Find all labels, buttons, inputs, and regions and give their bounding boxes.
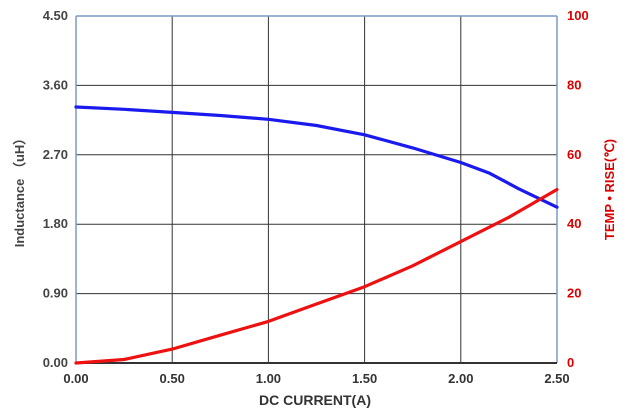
y-left-axis-title: Inductance （uH） — [12, 132, 27, 248]
x-tick-label: 1.50 — [352, 371, 377, 386]
x-tick-label: 2.00 — [448, 371, 473, 386]
y-right-tick-label: 80 — [567, 77, 581, 92]
x-tick-label: 1.00 — [256, 371, 281, 386]
series-lines — [76, 107, 557, 363]
y-left-tick-label: 2.70 — [43, 147, 68, 162]
inductance-line — [76, 107, 557, 207]
y-right-tick-label: 40 — [567, 216, 581, 231]
x-tick-label: 0.00 — [63, 371, 88, 386]
y-left-tick-label: 4.50 — [43, 8, 68, 23]
x-tick-label: 2.50 — [544, 371, 569, 386]
y-left-tick-label: 3.60 — [43, 77, 68, 92]
tick-labels: 0.00 0.50 1.00 1.50 2.00 2.50 0.00 0.90 1.80 2.70… — [43, 8, 589, 386]
grid — [76, 16, 557, 363]
y-left-tick-label: 0.00 — [43, 355, 68, 370]
y-left-tick-label: 0.90 — [43, 286, 68, 301]
y-left-tick-label: 1.80 — [43, 216, 68, 231]
y-right-tick-label: 60 — [567, 147, 581, 162]
x-axis-title: DC CURRENT(A) — [259, 392, 371, 408]
y-right-tick-label: 0 — [567, 355, 574, 370]
temp-rise-line — [76, 190, 557, 364]
y-right-tick-label: 100 — [567, 8, 589, 23]
y-right-tick-label: 20 — [567, 286, 581, 301]
y-right-axis-title: TEMP • RISE(℃) — [602, 139, 617, 240]
x-tick-label: 0.50 — [160, 371, 185, 386]
